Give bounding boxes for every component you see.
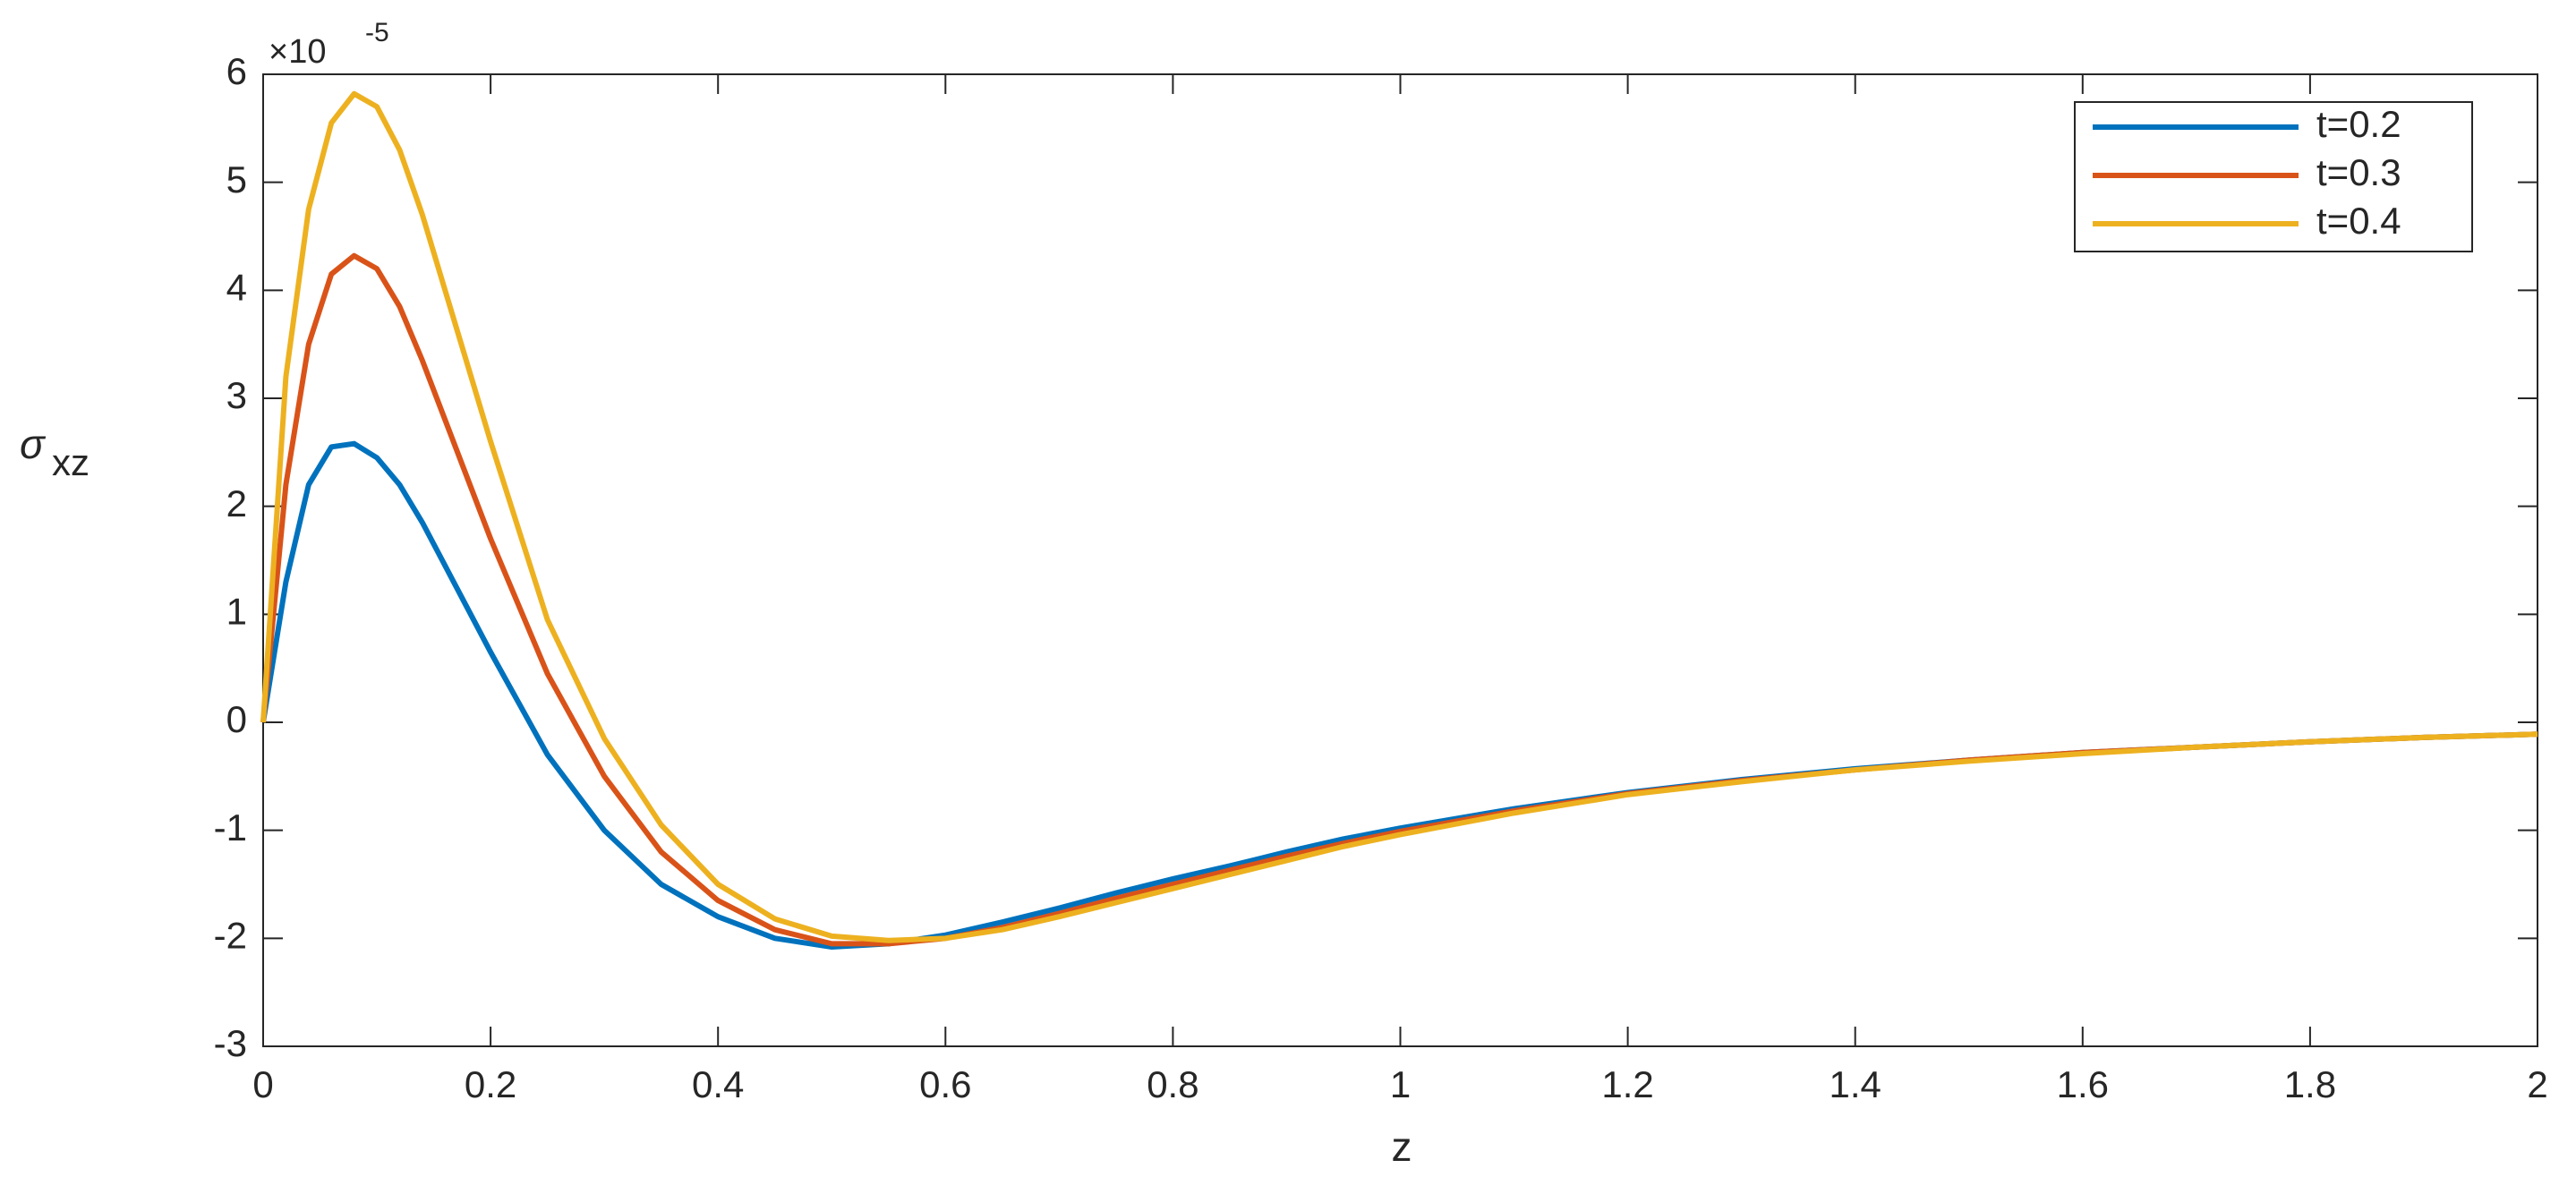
legend-label: t=0.3: [2316, 151, 2401, 193]
x-tick-label: 0.4: [692, 1063, 744, 1105]
y-tick-label: 5: [226, 158, 247, 200]
legend-label: t=0.2: [2316, 103, 2401, 145]
x-tick-label: 1.4: [1830, 1063, 1881, 1105]
y-tick-label: -3: [214, 1022, 247, 1064]
y-axis-label-subscript: xz: [52, 441, 90, 483]
y-axis-label: σ: [20, 421, 47, 467]
x-tick-label: 0: [252, 1063, 273, 1105]
x-tick-label: 0.2: [465, 1063, 516, 1105]
series-line: [260, 90, 2538, 943]
y-multiplier: ×10: [269, 33, 326, 71]
y-tick-label: -2: [214, 914, 247, 956]
y-multiplier-exponent: -5: [365, 18, 389, 47]
y-tick-label: 0: [226, 698, 247, 740]
x-tick-label: 1: [1390, 1063, 1411, 1105]
x-tick-label: 1.6: [2057, 1063, 2109, 1105]
y-tick-label: 4: [226, 266, 247, 308]
y-tick-label: 3: [226, 374, 247, 416]
x-tick-label: 0.6: [919, 1063, 971, 1105]
y-tick-label: -1: [214, 806, 247, 849]
y-tick-label: 2: [226, 482, 247, 525]
x-axis-label: z: [1392, 1123, 1412, 1170]
y-tick-label: 1: [226, 590, 247, 632]
legend-label: t=0.4: [2316, 200, 2401, 242]
x-tick-label: 1.2: [1601, 1063, 1653, 1105]
x-tick-label: 1.8: [2284, 1063, 2336, 1105]
x-tick-label: 0.8: [1147, 1063, 1198, 1105]
x-tick-label: 2: [2527, 1063, 2547, 1105]
y-tick-label: 6: [226, 50, 247, 92]
